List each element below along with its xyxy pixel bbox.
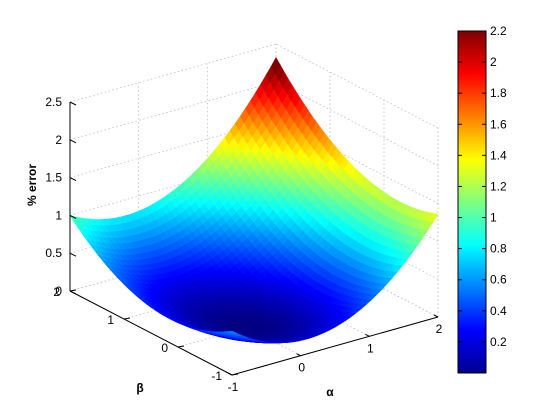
colorbar-tick-label: 1.2 [490, 179, 507, 193]
beta-tick-label: 0 [161, 341, 168, 355]
beta-tick-mark [123, 317, 131, 320]
colorbar-tick-label: 1.4 [490, 148, 507, 162]
colorbar-gradient [457, 30, 487, 374]
z-tick-label: 1 [55, 208, 62, 222]
z-tick-label: 1.5 [45, 171, 62, 185]
alpha-tick-mark [433, 314, 439, 318]
beta-tick-label: -1 [211, 369, 222, 383]
z-tick-label: 2.5 [45, 95, 62, 109]
colorbar-tick-label: 0.8 [490, 242, 507, 256]
axes-frame [69, 101, 439, 376]
beta-tick-mark [231, 373, 239, 376]
alpha-tick-mark [227, 372, 233, 376]
beta-tick-label: 1 [107, 313, 114, 327]
x-axis-label: α [326, 385, 334, 399]
z-tick-mark [69, 290, 77, 295]
alpha-tick-mark [365, 333, 370, 337]
z-axis-label: % error [25, 164, 39, 206]
alpha-tick-mark [296, 353, 301, 357]
alpha-tick-label: 2 [436, 322, 443, 336]
colorbar-tick-label: 0.6 [490, 273, 507, 287]
alpha-tick-label: -1 [228, 380, 239, 394]
alpha-axis-line [231, 316, 439, 376]
z-tick-label: 0.5 [45, 246, 62, 260]
colorbar: 0.2 0.4 0.6 0.8 1 1.2 1.4 1.6 1.8 2 2.2 [457, 24, 507, 374]
z-tick-mark [69, 139, 77, 144]
beta-axis-line [69, 290, 233, 376]
colorbar-tick-label: 0.2 [490, 335, 507, 349]
z-tick-mark [69, 214, 77, 219]
back-wall-grid-z [69, 43, 277, 103]
beta-tick-mark [177, 345, 185, 348]
beta-tick-label: 2 [53, 285, 60, 299]
alpha-tick-label: 0 [298, 361, 305, 375]
colorbar-tick-label: 1.6 [490, 117, 507, 131]
colorbar-tick-label: 0.4 [490, 304, 507, 318]
colorbar-tick-label: 2.2 [490, 24, 507, 38]
surface-patch [226, 330, 239, 335]
side-wall-grid-z [275, 43, 439, 129]
alpha-tick-label: 1 [367, 341, 374, 355]
colorbar-tick-label: 1.8 [490, 86, 507, 100]
z-tick-label: 2 [55, 133, 62, 147]
z-tick-mark [69, 252, 77, 257]
z-tick-label: 0 [55, 284, 62, 298]
z-tick-mark [69, 177, 77, 182]
colorbar-tick-label: 1 [490, 211, 497, 225]
z-tick-mark [69, 101, 77, 106]
beta-tick-mark [69, 289, 77, 292]
colorbar-ticks: 0.2 0.4 0.6 0.8 1 1.2 1.4 1.6 1.8 2 2.2 [458, 24, 507, 349]
error-surface [69, 56, 439, 344]
axis-ticks: 0 0.5 1 1.5 2 2.5 -1 0 1 2 -1 0 1 2 [45, 95, 442, 394]
colorbar-tick-label: 2 [490, 55, 497, 69]
side-wall-grid-z [275, 81, 439, 167]
y-axis-label: β [136, 381, 143, 395]
